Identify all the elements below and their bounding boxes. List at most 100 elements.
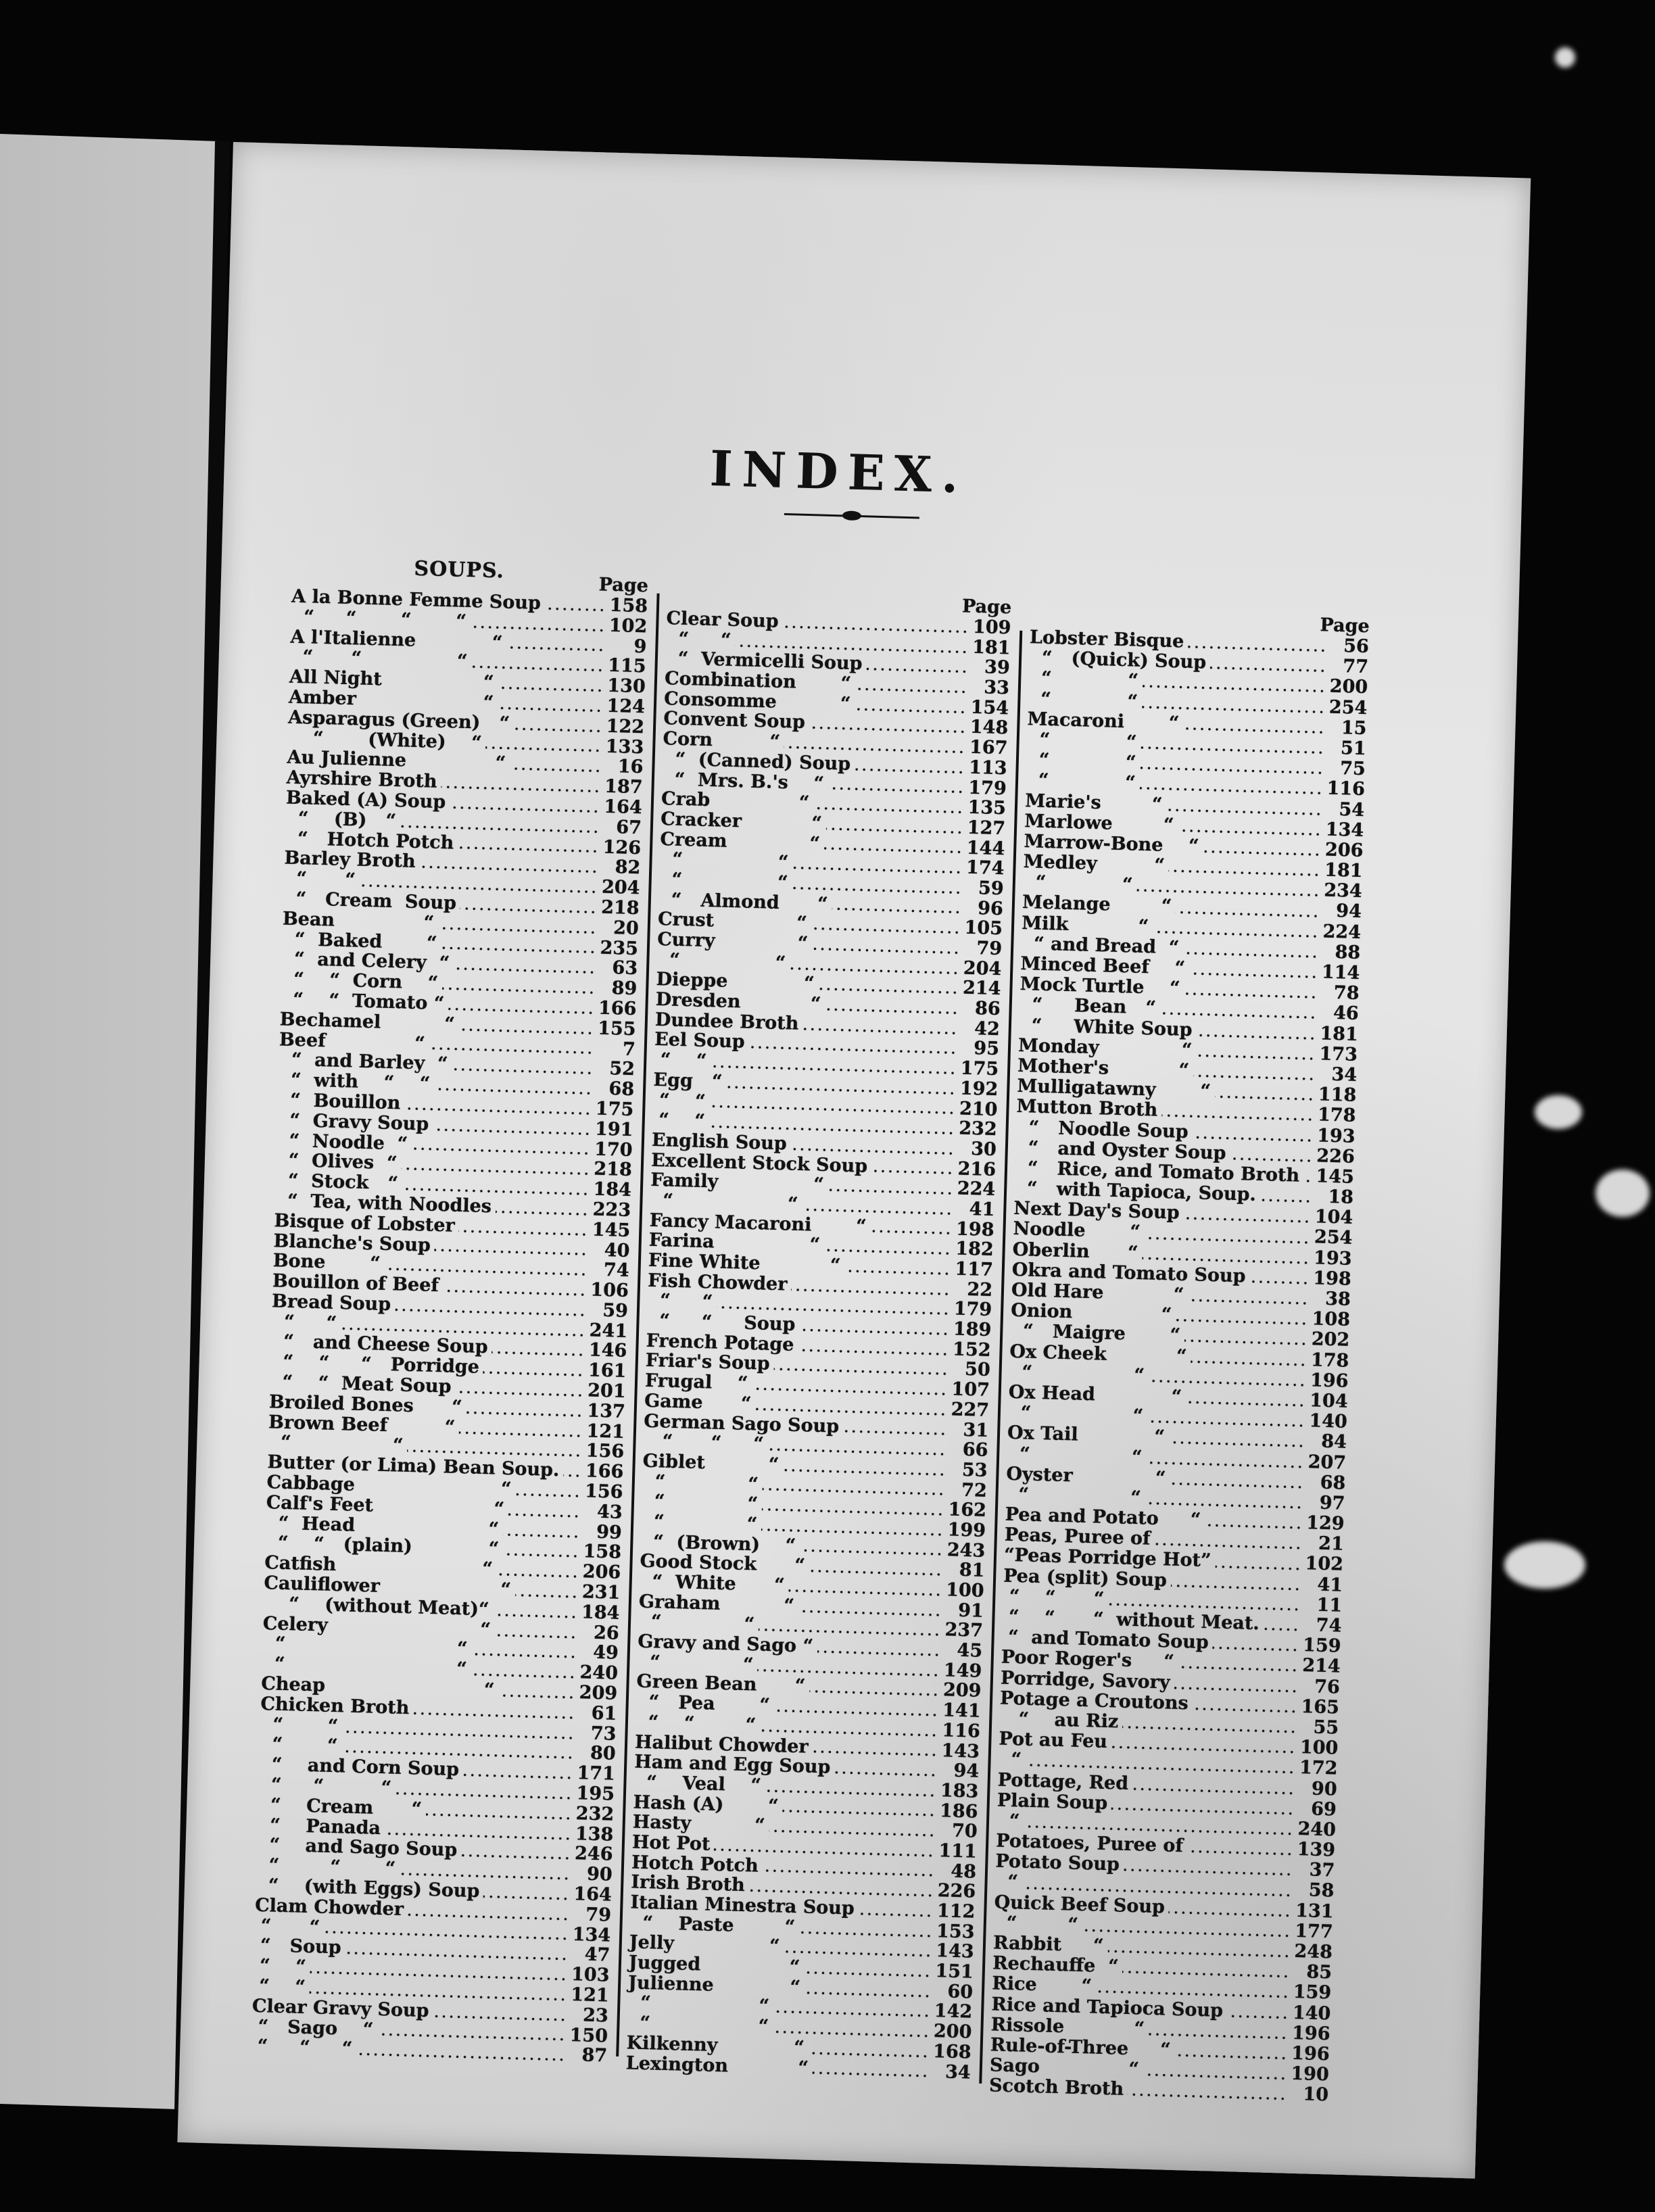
entry-page-number: 126 xyxy=(602,836,642,859)
entry-page-number: 18 xyxy=(1328,1186,1354,1208)
dot-leader xyxy=(1187,645,1327,652)
dot-leader xyxy=(802,1207,953,1216)
entry-page-number: 40 xyxy=(604,1239,630,1261)
entry-page-number: 45 xyxy=(957,1639,983,1662)
dot-leader xyxy=(1168,869,1321,877)
index-column-1: SOUPS. Page A la Bonne Femme Soup 158 “ “ “… xyxy=(251,557,649,2067)
dot-leader xyxy=(1168,1910,1292,1917)
entry-title: “ “ xyxy=(653,1049,707,1072)
entry-page-number: 59 xyxy=(978,877,1005,900)
dot-leader xyxy=(441,786,601,793)
entry-page-number: 204 xyxy=(601,876,640,899)
dot-leader xyxy=(404,1107,592,1115)
entry-page-number: 143 xyxy=(935,1940,975,1963)
entry-page-number: 60 xyxy=(947,1981,974,2003)
entry-page-number: 74 xyxy=(1316,1614,1342,1637)
dot-leader xyxy=(1127,2093,1287,2101)
entry-page-number: 121 xyxy=(570,1984,610,2006)
dot-leader xyxy=(798,1348,949,1355)
dot-leader xyxy=(1178,1666,1299,1673)
entry-page-number: 181 xyxy=(972,636,1011,659)
entry-page-number: 84 xyxy=(1320,1431,1347,1453)
dot-leader xyxy=(844,1269,951,1276)
entry-page-number: 34 xyxy=(944,2061,972,2084)
dot-leader xyxy=(802,1027,958,1035)
dot-leader xyxy=(791,1288,951,1295)
entry-page-number: 61 xyxy=(591,1702,617,1725)
entry-page-number: 115 xyxy=(607,655,646,677)
dot-leader xyxy=(871,1170,954,1175)
entry-page-number: 53 xyxy=(961,1459,988,1481)
entry-title: “ “ xyxy=(260,1713,339,1737)
dot-leader xyxy=(788,1589,942,1596)
entry-title: Egg “ xyxy=(653,1069,723,1092)
dot-leader xyxy=(1122,1725,1297,1733)
entry-page-number: 106 xyxy=(590,1279,629,1302)
entry-page-number: 241 xyxy=(589,1320,628,1342)
entry-page-number: 30 xyxy=(970,1138,997,1160)
dot-leader xyxy=(1183,1217,1311,1224)
entry-page-number: 79 xyxy=(976,938,1003,960)
entry-page-number: 173 xyxy=(1319,1043,1358,1065)
dot-leader xyxy=(769,1829,936,1837)
entry-page-number: 193 xyxy=(1316,1124,1356,1147)
dot-leader xyxy=(832,907,961,914)
dot-leader xyxy=(502,1553,579,1558)
dot-leader xyxy=(1148,1379,1306,1387)
dot-leader xyxy=(1111,1746,1296,1754)
entry-page-number: 207 xyxy=(1308,1451,1347,1474)
dot-leader xyxy=(1260,1199,1312,1203)
entry-page-number: 158 xyxy=(583,1541,622,1564)
entry-page-number: 226 xyxy=(937,1880,976,1902)
dot-leader xyxy=(471,665,604,672)
dot-leader xyxy=(1139,787,1323,795)
entry-page-number: 70 xyxy=(951,1820,978,1842)
dot-leader xyxy=(804,1991,931,1998)
entry-page-number: 78 xyxy=(1333,982,1360,1005)
entry-page-number: 100 xyxy=(1299,1737,1339,1759)
dot-leader xyxy=(462,1773,573,1780)
dot-leader xyxy=(855,687,967,694)
dot-leader xyxy=(773,2010,930,2018)
entry-title: “ “ xyxy=(993,1912,1079,1936)
entry-page-number: 162 xyxy=(948,1499,987,1522)
dot-leader xyxy=(1111,1807,1295,1815)
dot-leader xyxy=(825,827,963,834)
dot-leader xyxy=(1146,1461,1304,1468)
entry-page-number: 67 xyxy=(615,816,642,839)
paper-smudge xyxy=(1596,1170,1650,1217)
entry-page-number: 46 xyxy=(1333,1003,1360,1025)
entry-page-number: 122 xyxy=(606,715,645,738)
dot-leader xyxy=(356,2052,566,2062)
entry-page-number: 138 xyxy=(575,1823,614,1846)
entry-page-number: 164 xyxy=(573,1883,613,1906)
entry-page-number: 254 xyxy=(1328,696,1368,719)
dot-leader xyxy=(783,1468,946,1476)
entry-page-number: 10 xyxy=(1302,2084,1329,2106)
index-column-3: Page Lobster Bisque 56 “ (Quick) Soup 77 “ … xyxy=(989,615,1370,2106)
dot-leader xyxy=(762,1869,934,1877)
entry-page-number: 174 xyxy=(965,857,1005,880)
dot-leader xyxy=(854,767,965,774)
entry-page-number: 248 xyxy=(1294,1940,1333,1963)
entry-page-number: 143 xyxy=(941,1739,980,1762)
dot-leader xyxy=(828,787,965,794)
entry-page-number: 186 xyxy=(939,1800,978,1823)
dot-leader xyxy=(506,646,605,652)
dot-leader xyxy=(433,2014,567,2021)
entry-page-number: 72 xyxy=(961,1479,988,1501)
dot-leader xyxy=(799,1328,949,1336)
entry-page-number: 41 xyxy=(969,1198,995,1220)
entry-page-number: 51 xyxy=(1340,738,1367,760)
entry-page-number: 159 xyxy=(1302,1635,1341,1657)
entry-page-number: 124 xyxy=(606,695,646,718)
dot-leader xyxy=(509,767,602,773)
dot-leader xyxy=(1144,1236,1310,1244)
dot-leader xyxy=(866,667,968,673)
dot-leader xyxy=(1196,1054,1316,1061)
entry-page-number: 227 xyxy=(951,1399,990,1421)
entry-title: “ “ xyxy=(252,1975,306,1998)
dot-leader xyxy=(804,1971,932,1977)
dot-leader xyxy=(767,1447,946,1456)
dot-leader xyxy=(809,726,966,734)
